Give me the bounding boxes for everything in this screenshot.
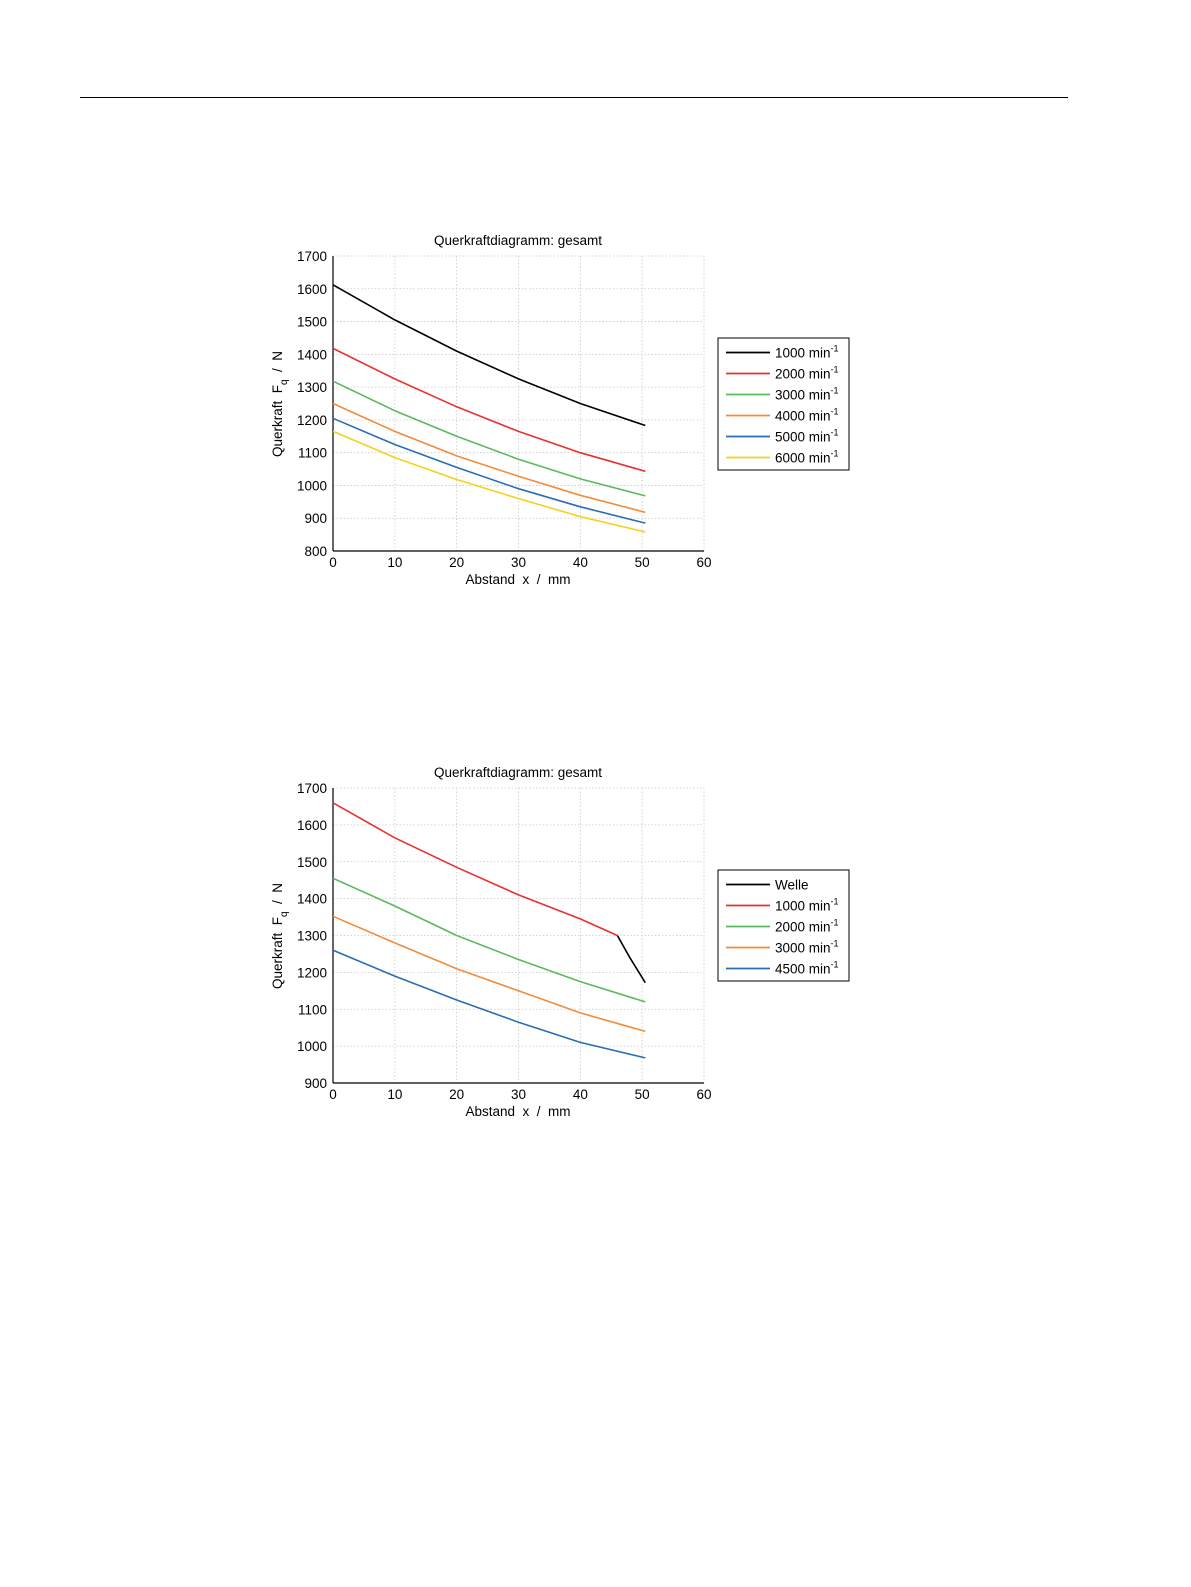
chart-querkraft-2: Querkraftdiagramm: gesamt 0 10 20 30 40 50 60 9… [0,758,1191,1133]
chart-1-ylabel: Querkraft Fq / N [270,351,290,457]
chart-1-xtick-label: 30 [511,555,526,570]
chart-2-legend-sup-2: -1 [831,897,839,907]
chart-1-xtick-label: 0 [329,555,337,570]
chart-2-ytick-label: 1500 [297,855,327,870]
chart-1-legend-sup-4: -1 [831,407,839,417]
chart-1-legend-sup-1: -1 [831,344,839,354]
chart-1-legend: 1000 min-1 2000 min-1 3000 min-1 4000 min-1… [717,337,850,471]
chart-2-ylabel-unit: / N [270,883,285,912]
chart-1-legend-label-1: 1000 min-1 [775,344,839,361]
chart-1-grid [332,255,705,552]
chart-2-grid [332,787,705,1084]
chart-1-ytick-label: 1200 [297,413,327,428]
chart-2-ytick-label: 1400 [297,892,327,907]
chart-1-legend-sup-6: -1 [831,449,839,459]
chart-2-legend-label-2: 1000 min-1 [775,897,839,914]
chart-2-xtick-label: 10 [387,1087,402,1102]
chart-2-xtick-label: 30 [511,1087,526,1102]
chart-1-ytick-label: 1000 [297,478,327,493]
chart-1-ylabel-sub: q [279,379,290,385]
chart-1-ytick-label: 1300 [297,380,327,395]
chart-1-ylabel-unit: / N [270,351,285,380]
chart-2-legend-label-5: 4500 min-1 [775,960,839,977]
chart-2-ytick-label: 1100 [298,1002,327,1017]
chart-2-ylabel-sub: q [279,911,290,917]
chart-2-legend-label-1: Welle [775,878,809,893]
chart-2-legend-sup-5: -1 [831,960,839,970]
chart-1-ytick-label: 800 [304,544,327,559]
chart-1-xlabel: Abstand x / mm [465,572,570,587]
chart-1-legend-box [717,337,850,471]
chart-2-title: Querkraftdiagramm: gesamt [434,765,602,780]
chart-2-ytick-label: 1300 [297,929,327,944]
chart-2-ytick-label: 1000 [297,1039,327,1054]
chart-2-ytick-label: 1200 [297,965,327,980]
chart-1-series-line-4 [332,402,646,514]
chart-1-legend-sup-5: -1 [831,428,839,438]
chart-1-legend-sup-2: -1 [831,365,839,375]
chart-2-legend-label-4: 3000 min-1 [775,939,839,956]
chart-1-series-line-2 [332,347,646,473]
chart-1-ticks: 0 10 20 30 40 50 60 800 900 1000 1100 1200 1300 1400 1… [297,249,712,570]
chart-2-series-line-5 [332,949,646,1059]
chart-2-ytick-label: 1700 [297,781,327,796]
chart-2-svg: Querkraftdiagramm: gesamt 0 10 20 30 40 50 60 9… [270,765,850,1119]
chart-2-ytick-label: 1600 [297,818,327,833]
chart-1-legend-label-3: 3000 min-1 [775,386,839,403]
chart-1-xtick-label: 60 [696,555,711,570]
chart-1-legend-label-6: 6000 min-1 [775,449,839,466]
chart-1-ytick-label: 1100 [298,446,327,461]
chart-2-xtick-label: 0 [329,1087,337,1102]
chart-2-legend-label-3: 2000 min-1 [775,918,839,935]
chart-2-ylabel: Querkraft Fq / N [270,883,290,989]
chart-2-lines [332,802,646,1059]
chart-1-xtick-label: 50 [635,555,650,570]
chart-2-legend-box [717,869,850,982]
chart-1-series-line-3 [332,380,646,497]
chart-2-series-line-4 [332,915,646,1033]
chart-2-xlabel: Abstand x / mm [465,1104,570,1119]
chart-2-legend: Welle 1000 min-1 2000 min-1 3000 min-1 4500 … [717,869,850,982]
chart-2-ytick-label: 900 [304,1076,327,1091]
chart-2-xtick-label: 50 [635,1087,650,1102]
chart-1-legend-label-2: 2000 min-1 [775,365,839,382]
chart-1-lines [332,284,646,533]
chart-1-xtick-label: 10 [387,555,402,570]
chart-2-series-line-1 [616,935,646,984]
chart-2-legend-sup-3: -1 [831,918,839,928]
chart-2-xtick-label: 20 [449,1087,464,1102]
chart-2-series-line-3 [332,877,646,1003]
chart-1-series-line-6 [332,430,646,533]
chart-2-xtick-label: 60 [696,1087,711,1102]
chart-2-series-line-2 [332,802,618,937]
chart-1-legend-label-5: 5000 min-1 [775,428,839,445]
chart-1-xtick-label: 20 [449,555,464,570]
chart-1-ytick-label: 1500 [297,315,327,330]
chart-1-title: Querkraftdiagramm: gesamt [434,233,602,248]
chart-1-ytick-label: 1400 [297,347,327,362]
chart-1-legend-label-4: 4000 min-1 [775,407,839,424]
chart-2-ticks: 0 10 20 30 40 50 60 900 1000 1100 1200 1300 1400 1500… [297,781,712,1102]
chart-2-ylabel-main: Querkraft F [270,917,285,989]
chart-2-xtick-label: 40 [573,1087,588,1102]
chart-1-ytick-label: 1700 [297,249,327,264]
chart-1-series-line-5 [332,417,646,524]
chart-1-ytick-label: 900 [304,511,327,526]
chart-1-xtick-label: 40 [573,555,588,570]
chart-1-ylabel-main: Querkraft F [270,385,285,457]
chart-1-svg: Querkraftdiagramm: gesamt 0 10 20 30 40 50 60 8… [270,233,850,587]
chart-1-legend-sup-3: -1 [831,386,839,396]
chart-1-ytick-label: 1600 [297,282,327,297]
chart-querkraft-1: Querkraftdiagramm: gesamt 0 10 20 30 40 50 60 8… [0,226,1191,601]
header-rule [80,97,1068,98]
chart-2-legend-sup-4: -1 [831,939,839,949]
chart-1-series-line-1 [332,284,646,427]
